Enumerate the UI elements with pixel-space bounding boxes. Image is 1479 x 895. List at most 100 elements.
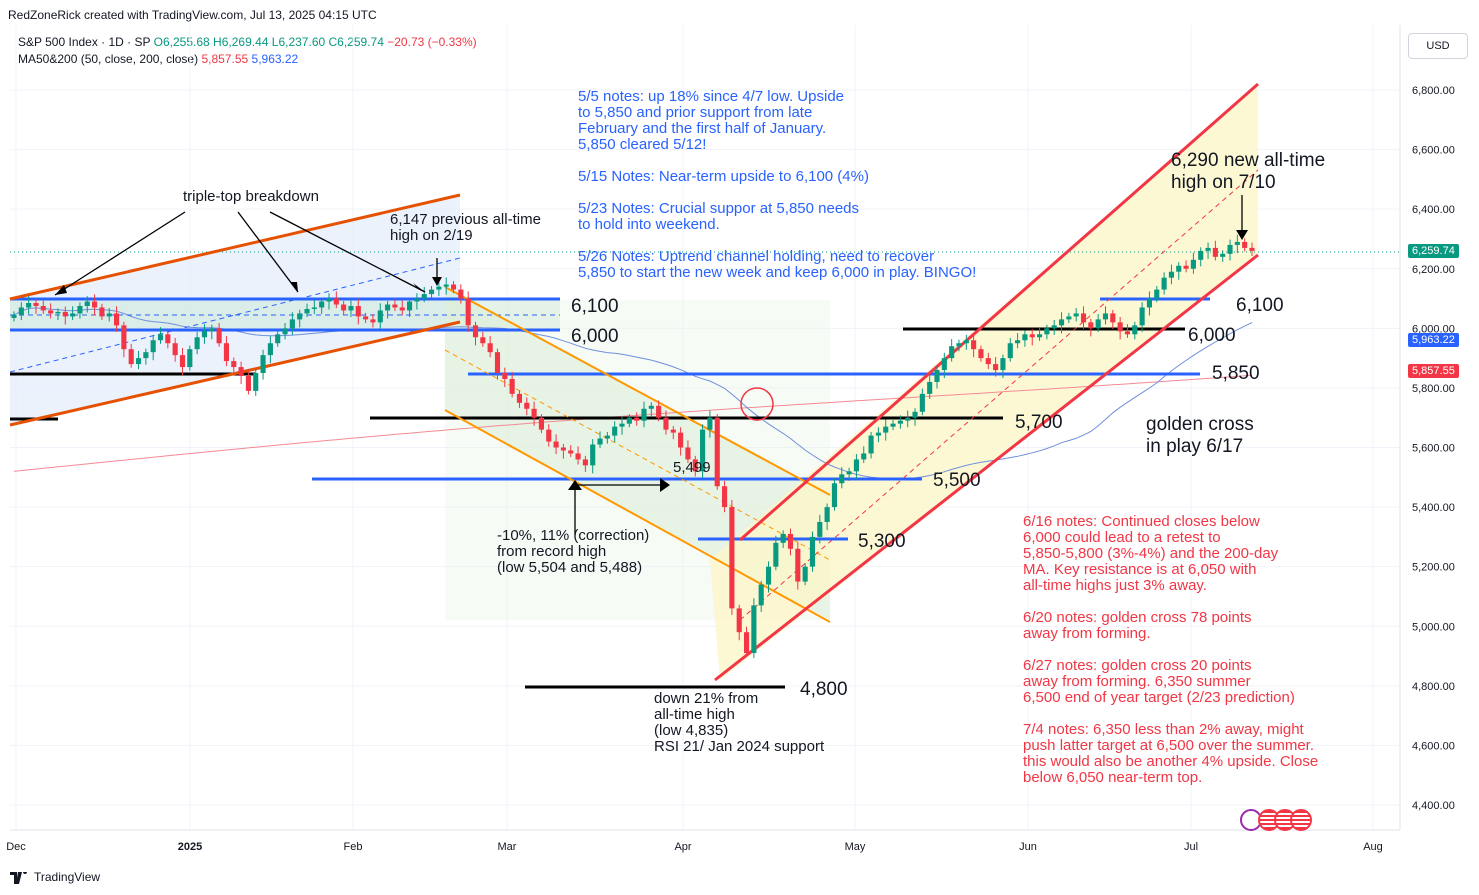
- candle-body: [743, 632, 750, 654]
- candle-body: [1036, 334, 1043, 338]
- candle-body: [311, 307, 317, 309]
- early-channel-upper: [9, 193, 461, 301]
- candle-body: [179, 355, 186, 368]
- candle-body: [275, 334, 281, 344]
- candle-body: [883, 426, 889, 433]
- candle-body: [516, 393, 523, 403]
- candle-body: [70, 313, 76, 317]
- up-channel-fill: [710, 84, 1258, 680]
- change-value: −20.73 (−0.33%): [387, 35, 477, 49]
- candle-body: [1183, 265, 1189, 269]
- ma200-line: [13, 374, 1253, 472]
- candle-body: [934, 370, 940, 382]
- label-5300: 5,300: [858, 531, 906, 552]
- candle-body: [267, 343, 273, 356]
- candle-body: [634, 417, 640, 421]
- ma-indicator: MA50&200 (50, close, 200, close) 5,857.5…: [18, 52, 298, 66]
- candle-body: [700, 429, 706, 472]
- candle-body: [326, 298, 332, 302]
- ma50-value: 5,857.55: [201, 52, 249, 66]
- candle-body: [656, 405, 662, 418]
- candle-body: [1102, 313, 1109, 320]
- candle-body: [831, 483, 838, 508]
- y-tick-label: 6,800.00: [1412, 85, 1455, 97]
- candle-body: [1168, 271, 1174, 278]
- candle-body: [443, 284, 449, 287]
- candle-body: [912, 411, 918, 418]
- candles: [11, 234, 1255, 659]
- candle-body: [121, 325, 127, 350]
- candle-body: [868, 435, 874, 454]
- down-channel-lower: [444, 409, 831, 623]
- candle-body: [927, 381, 933, 394]
- candle-body: [355, 305, 361, 317]
- candle-body: [824, 507, 830, 522]
- candle-body: [1124, 331, 1131, 335]
- up-channel-upper: [739, 82, 1259, 542]
- us-flag-icon-3: [1290, 809, 1312, 831]
- candle-body: [1242, 241, 1248, 248]
- candle-body: [472, 325, 479, 338]
- candle-body: [802, 566, 808, 582]
- candle-body: [795, 548, 801, 582]
- ma-label[interactable]: MA50&200 (50, close, 200, close): [18, 52, 199, 66]
- candle-body: [978, 349, 984, 359]
- label-5500: 5,500: [933, 470, 981, 491]
- candle-body: [55, 311, 61, 314]
- candle-body: [231, 361, 237, 368]
- candle-body: [758, 584, 764, 606]
- candle-body: [941, 358, 947, 371]
- x-tick-label: May: [845, 841, 866, 853]
- candle-body: [157, 334, 164, 341]
- candle-body: [1161, 277, 1167, 290]
- candle-body: [1139, 307, 1145, 326]
- label-6000-right: 6,000: [1188, 325, 1236, 346]
- label-4800: 4,800: [800, 679, 848, 700]
- candle-body: [26, 303, 32, 308]
- candle-body: [465, 298, 471, 326]
- candle-body: [165, 334, 171, 344]
- candle-body: [853, 459, 859, 472]
- candle-body: [18, 307, 24, 315]
- y-tick-label: 4,400.00: [1412, 800, 1455, 812]
- candle-body: [1117, 322, 1123, 332]
- candle-body: [963, 340, 969, 344]
- candle-body: [985, 358, 991, 365]
- x-tick-label: Jul: [1184, 841, 1198, 853]
- y-tick-label: 4,600.00: [1412, 740, 1455, 752]
- flag-icons[interactable]: [1240, 809, 1312, 831]
- early-channel-lower: [9, 320, 461, 427]
- candle-body: [751, 605, 757, 654]
- candle-body: [11, 314, 17, 318]
- candle-body: [1176, 265, 1182, 272]
- candle-body: [1058, 319, 1065, 326]
- candle-body: [1154, 289, 1160, 299]
- candle-body: [377, 310, 383, 323]
- x-tick-label: Mar: [498, 841, 517, 853]
- candle-body: [619, 423, 625, 427]
- candle-body: [553, 441, 559, 448]
- brand-name: TradingView: [34, 870, 101, 884]
- tradingview-logo[interactable]: TradingView: [10, 870, 100, 884]
- candle-body: [421, 294, 427, 299]
- y-tick-label: 6,600.00: [1412, 145, 1455, 157]
- candle-body: [458, 289, 464, 299]
- candle-body: [861, 453, 867, 460]
- candle-body: [1110, 313, 1116, 323]
- candle-body: [143, 352, 149, 359]
- candle-body: [538, 417, 544, 430]
- label-5700: 5,700: [1015, 412, 1063, 433]
- candle-body: [560, 447, 566, 451]
- symbol-name[interactable]: S&P 500 Index · 1D · SP: [18, 35, 151, 49]
- candle-body: [187, 349, 193, 368]
- currency-button[interactable]: USD: [1408, 33, 1468, 59]
- down-channel-upper: [444, 286, 831, 496]
- candle-body: [1007, 343, 1013, 359]
- candle-body: [1088, 322, 1094, 329]
- label-5499: 5,499: [673, 459, 711, 476]
- new-ath-note: 6,290 new all-time high on 7/10: [1171, 150, 1326, 193]
- golden-cross-circle: [740, 387, 774, 421]
- label-5850: 5,850: [1212, 363, 1260, 384]
- candle-body: [1249, 247, 1255, 251]
